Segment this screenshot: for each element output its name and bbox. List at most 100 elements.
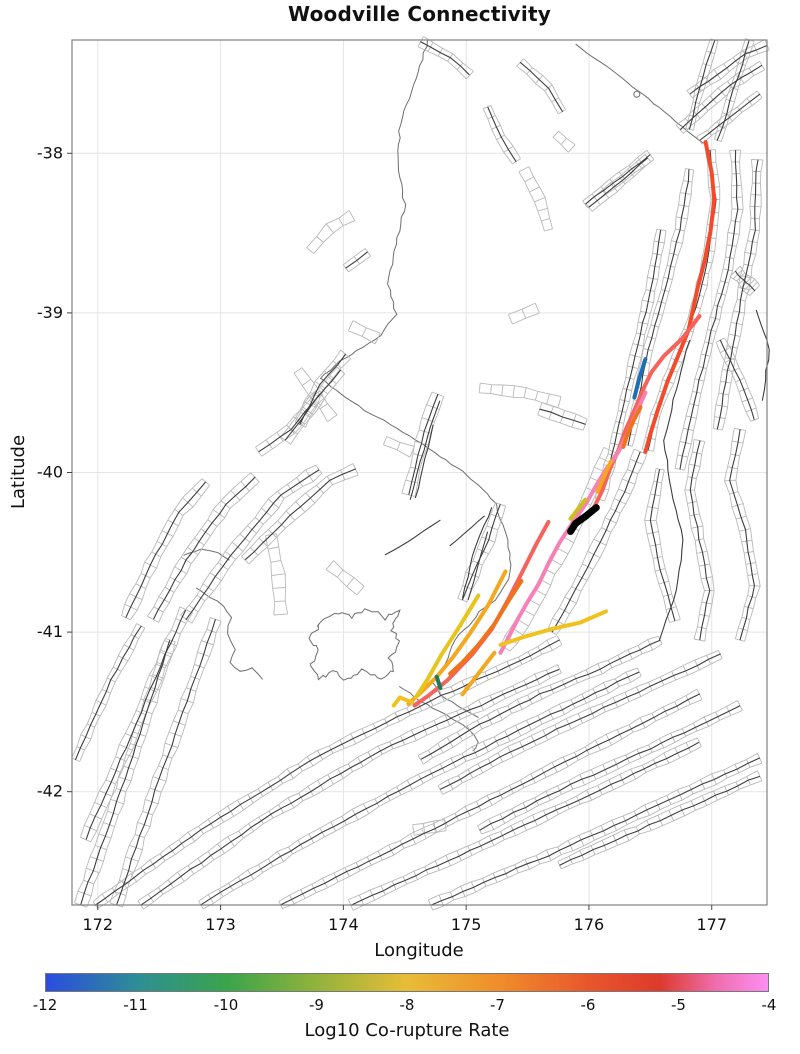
- fault-trace: [585, 154, 651, 205]
- fault-section-ladder: [71, 623, 146, 763]
- fault-section-ladder: [325, 560, 365, 596]
- fault-section-ladder: [306, 210, 356, 255]
- fault-trace: [649, 469, 676, 622]
- coastline-north-island-west-coast: [319, 40, 512, 718]
- fault-section-ladder: [241, 463, 359, 565]
- rupture-trace-yellow-east: [498, 609, 609, 647]
- fault-section-ladder: [723, 427, 761, 642]
- x-axis-label: Longitude: [374, 940, 464, 961]
- fault-trace: [679, 150, 739, 470]
- fault-trace: [689, 440, 711, 641]
- fault-trace: [449, 515, 485, 547]
- fault-section-ladder: [382, 436, 415, 458]
- fault-section-ladder: [478, 382, 562, 409]
- fault-section-ladder: [715, 337, 760, 422]
- coastline-tasman-bay-coast: [195, 587, 264, 680]
- fault-trace: [658, 339, 691, 641]
- rupture-trace-amber-short: [460, 650, 497, 697]
- fault-section-ladder: [347, 320, 381, 345]
- rupture-trace-east-coast-upper: [643, 140, 717, 454]
- fault-trace: [409, 400, 441, 500]
- rupture-trace-yellow-tail: [391, 695, 415, 708]
- fault-trace: [688, 39, 716, 130]
- fault-trace: [140, 668, 560, 906]
- fault-trace: [539, 408, 586, 425]
- fault-trace: [729, 429, 755, 641]
- fault-section-ladder: [482, 104, 521, 165]
- fault-trace: [244, 468, 357, 561]
- fault-trace: [85, 609, 187, 840]
- rupture-trace-layer: [391, 140, 717, 708]
- fault-section-ladder: [507, 302, 540, 325]
- fault-trace: [153, 476, 256, 620]
- grid-layer: [72, 40, 767, 905]
- fault-trace: [258, 393, 321, 453]
- fault-trace: [384, 519, 441, 556]
- fault-trace: [461, 507, 493, 599]
- fault-section-ladder: [644, 468, 681, 623]
- fault-trace: [80, 640, 171, 906]
- fault-trace: [479, 705, 741, 831]
- rupture-trace-olive-segment: [568, 497, 588, 521]
- island-outline: [633, 90, 641, 98]
- fault-trace: [755, 309, 770, 401]
- y-tick-label: -41: [37, 622, 63, 641]
- y-tick-label: -40: [37, 463, 63, 482]
- fault-section-ladder: [412, 819, 447, 836]
- fault-trace: [519, 61, 564, 112]
- rupture-trace-amber-upper: [595, 459, 614, 494]
- fault-section-ladder: [547, 448, 648, 635]
- fault-trace-layer: [74, 39, 770, 906]
- fault-section-ladder: [137, 664, 562, 910]
- fault-trace: [284, 369, 342, 441]
- fault-section-ladder: [92, 635, 563, 909]
- fault-trace: [420, 41, 470, 76]
- fault-trace: [689, 44, 768, 95]
- fault-trace: [420, 639, 661, 760]
- fault-trace: [200, 671, 640, 906]
- coastline-farewell-spit: [183, 548, 230, 561]
- y-tick-label: -38: [37, 143, 63, 162]
- fault-trace: [280, 693, 701, 906]
- fault-trace: [439, 653, 721, 790]
- fault-trace: [350, 741, 700, 906]
- x-tick-label: 175: [451, 915, 482, 934]
- fault-trace: [551, 451, 641, 633]
- fault-trace: [559, 775, 761, 866]
- x-tick-label: 174: [328, 915, 359, 934]
- chart-title: Woodville Connectivity: [288, 2, 551, 26]
- coastline-marlborough-sounds: [308, 608, 401, 681]
- fault-section-ladder: [552, 130, 576, 153]
- fault-trace: [467, 531, 489, 601]
- fault-trace: [461, 504, 501, 601]
- fault-section-ladder: [79, 606, 193, 843]
- target-fault-woodville: [567, 504, 600, 535]
- fault-section-ladder: [417, 36, 474, 80]
- fault-trace: [716, 159, 759, 430]
- y-tick-label: -42: [37, 782, 63, 801]
- fault-trace: [185, 469, 320, 621]
- fault-section-ladder: [74, 638, 176, 908]
- x-tick-label: 176: [574, 915, 605, 934]
- rupture-trace-yellow-parallel: [413, 593, 481, 700]
- fault-trace: [74, 625, 142, 761]
- x-tick-label: 177: [696, 915, 727, 934]
- fault-trace: [598, 229, 662, 500]
- fault-trace: [588, 157, 649, 208]
- fault-trace: [487, 106, 517, 162]
- fault-trace: [345, 251, 368, 269]
- fault-trace: [719, 339, 755, 420]
- fault-section-ladder: [518, 166, 553, 232]
- fault-trace: [716, 40, 750, 141]
- rupture-trace-blue-segment: [632, 357, 648, 400]
- fault-trace: [699, 93, 761, 141]
- x-tick-label: 172: [83, 915, 114, 934]
- fault-trace: [125, 481, 207, 618]
- y-tick-label: -39: [37, 303, 63, 322]
- fault-trace: [734, 270, 756, 292]
- fault-trace: [94, 639, 560, 906]
- fault-section-ladder: [255, 390, 325, 457]
- x-tick-label: 173: [205, 915, 236, 934]
